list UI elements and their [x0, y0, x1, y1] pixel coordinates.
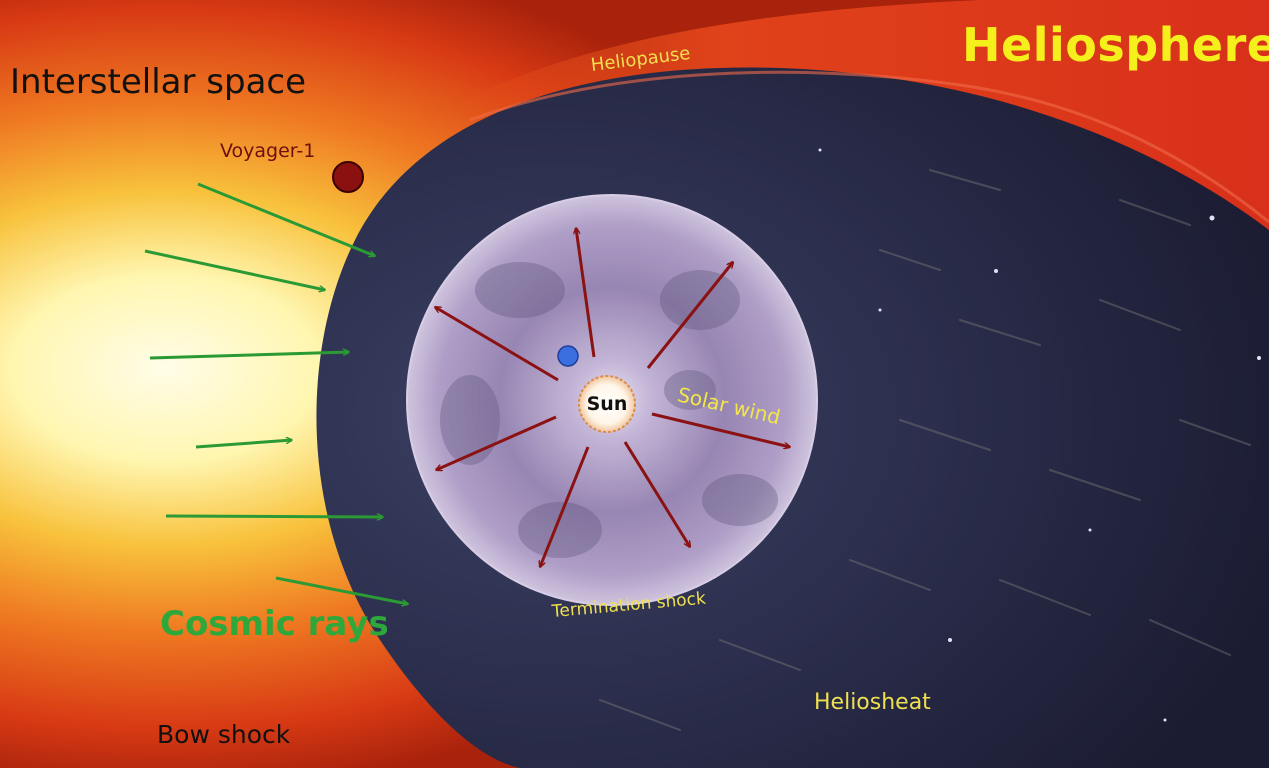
- diagram-title: Heliosphere: [962, 18, 1269, 72]
- solar-wind-arrow-up: [576, 228, 596, 358]
- cosmic-ray-arrow-4: [195, 440, 292, 449]
- solar-wind-arrow-down-left: [540, 446, 590, 567]
- solar-wind-arrows: [435, 228, 790, 567]
- cosmic-ray-arrow-6: [275, 576, 408, 604]
- cosmic-ray-arrow-2: [144, 249, 325, 290]
- bubble-texture: [440, 262, 778, 558]
- earth-marker: [557, 345, 579, 367]
- voyager-1-label: Voyager-1: [220, 140, 316, 162]
- solar-wind-arrow-down-right: [623, 441, 692, 547]
- heliosheat-label: Heliosheat: [814, 690, 931, 715]
- voyager-1-marker: [332, 161, 364, 193]
- sun-label: Sun: [586, 393, 628, 415]
- cosmic-ray-arrow-1: [197, 182, 375, 256]
- interstellar-space-label: Interstellar space: [10, 62, 307, 102]
- solar-wind-arrow-right: [651, 412, 790, 447]
- cosmic-ray-arrow-5: [165, 516, 383, 517]
- heliosheath-streaks: [599, 169, 1251, 731]
- solar-wind-arrow-up-right: [646, 262, 733, 369]
- bow-shock-label: Bow shock: [157, 720, 291, 749]
- solar-wind-arrow-up-left: [435, 305, 559, 382]
- cosmic-rays-label: Cosmic rays: [160, 604, 389, 644]
- sun: [578, 375, 636, 433]
- cosmic-ray-arrow-3: [149, 352, 349, 360]
- heliopause-band: [430, 0, 1269, 230]
- solar-wind-arrow-left: [436, 415, 557, 472]
- cosmic-ray-arrows: [144, 182, 408, 604]
- stars: [818, 148, 1261, 722]
- heliopause-rim: [469, 70, 1269, 224]
